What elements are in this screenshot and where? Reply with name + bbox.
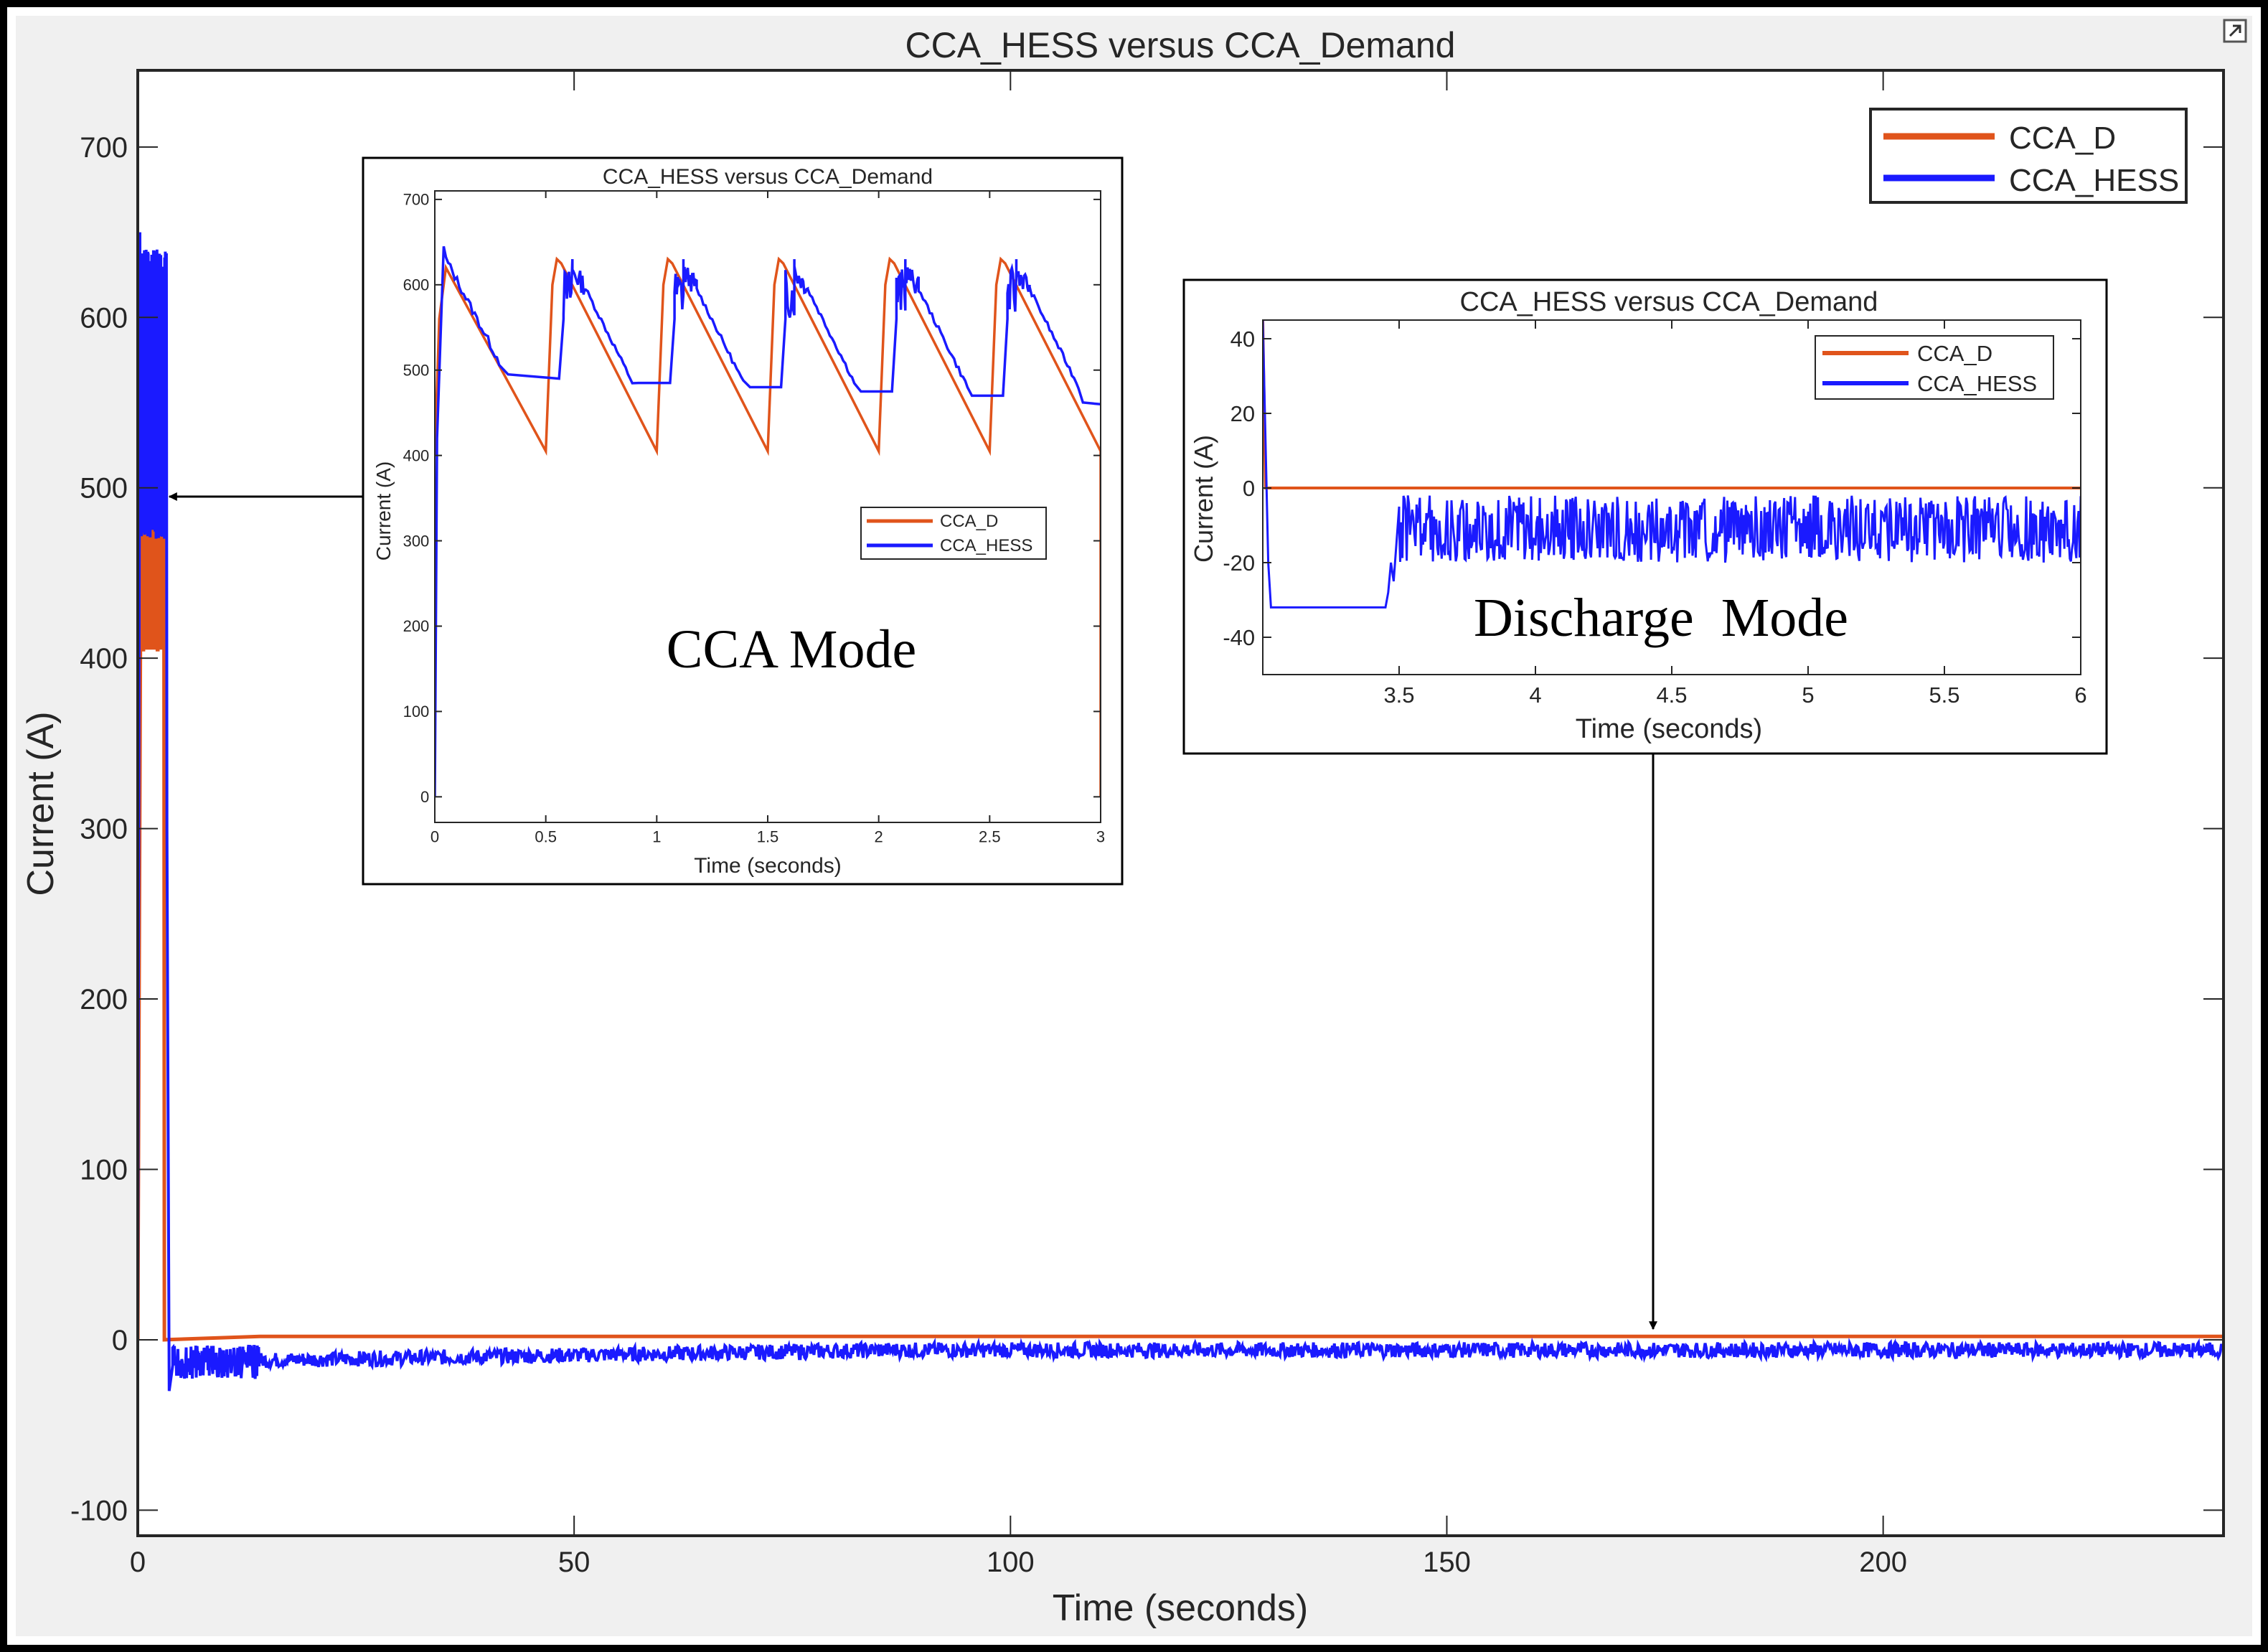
main-chart-title: CCA_HESS versus CCA_Demand xyxy=(905,25,1456,65)
inset-cca-x-tick-label: 0.5 xyxy=(535,828,557,846)
inset-discharge-y-tick-label: 0 xyxy=(1243,476,1255,501)
inset-discharge-ticks: 3.5 4 4.5 5 5.5 6 -40 -20 0 20 40 xyxy=(1223,320,2087,708)
inset-cca-series-line-cca-d xyxy=(435,256,1101,797)
main-chart-y-tick-label: 400 xyxy=(80,643,128,675)
legend-box xyxy=(1869,108,2188,204)
inset-discharge-y-tick-label: -20 xyxy=(1223,550,1255,576)
series-line-cca-d xyxy=(138,522,2224,1342)
inset-discharge-series-line-cca-hess xyxy=(1263,320,2081,609)
inset-discharge-legend-box xyxy=(1815,335,2054,400)
inset-cca-y-tick-label: 300 xyxy=(403,532,430,550)
inset-discharge-x-tick-label: 4.5 xyxy=(1656,682,1687,708)
main-chart-y-tick-label: -100 xyxy=(70,1495,128,1526)
inset-cca-y-tick-label: 400 xyxy=(403,446,430,464)
inset-discharge-x-tick-label: 5 xyxy=(1802,682,1814,708)
inset-cca-x-tick-label: 2.5 xyxy=(979,828,1001,846)
main-chart-x-tick-label: 0 xyxy=(130,1547,146,1578)
inset-discharge-x-axis-label: Time (seconds) xyxy=(1576,714,1762,744)
inset-discharge-annotation: Discharge Mode xyxy=(1474,588,1848,648)
inset-cca-y-tick-label: 600 xyxy=(403,276,430,294)
inset-cca-x-tick-label: 1 xyxy=(652,828,661,846)
inset-cca-annotation: CCA Mode xyxy=(667,619,916,680)
main-chart-x-tick-label: 100 xyxy=(987,1547,1035,1578)
main-chart-data-lines xyxy=(138,232,2224,1391)
inset-discharge-legend: CCA_D CCA_HESS xyxy=(1815,335,2054,400)
main-chart-y-tick-label: 200 xyxy=(80,984,128,1015)
inset-cca-mode: CCA_HESS versus CCA_Demand 0 0.5 1 1.5 2 2.5 3… xyxy=(362,156,1124,886)
expand-icon[interactable] xyxy=(2223,19,2247,43)
main-chart-y-tick-label: 500 xyxy=(80,473,128,504)
main-chart-legend: CCA_D CCA_HESS xyxy=(1869,108,2188,204)
main-chart-y-tick-label: 100 xyxy=(80,1155,128,1186)
main-chart-axes-box xyxy=(136,69,2225,1537)
inset-cca-legend-label-demand: CCA_D xyxy=(940,512,998,531)
main-chart-y-tick-label: 600 xyxy=(80,302,128,334)
inset-discharge-x-tick-label: 5.5 xyxy=(1929,682,1959,708)
inset-discharge-title: CCA_HESS versus CCA_Demand xyxy=(1460,287,1878,317)
main-chart-x-tick-label: 200 xyxy=(1859,1547,1907,1578)
inset-discharge-x-tick-label: 3.5 xyxy=(1383,682,1414,708)
main-chart-x-tick-label: 150 xyxy=(1423,1547,1471,1578)
legend-label-hess: CCA_HESS xyxy=(2009,163,2179,198)
inset-cca-x-tick-label: 2 xyxy=(875,828,883,846)
inset-cca-x-tick-label: 1.5 xyxy=(757,828,779,846)
main-chart-x-axis-label: Time (seconds) xyxy=(1053,1587,1308,1629)
inset-cca-x-tick-label: 0 xyxy=(430,828,439,846)
inset-discharge-x-tick-label: 4 xyxy=(1529,682,1541,708)
main-chart-x-tick-label: 50 xyxy=(558,1547,590,1578)
inset-cca-title: CCA_HESS versus CCA_Demand xyxy=(603,165,933,189)
legend-label-demand: CCA_D xyxy=(2009,121,2116,156)
inset-discharge-y-tick-label: 20 xyxy=(1231,401,1255,426)
inset-cca-legend-label-hess: CCA_HESS xyxy=(940,536,1032,555)
inset-discharge-legend-label-hess: CCA_HESS xyxy=(1917,371,2037,396)
inset-cca-y-tick-label: 700 xyxy=(403,191,430,209)
inset-cca-y-axis-label: Current (A) xyxy=(372,461,395,560)
inset-cca-y-tick-label: 500 xyxy=(403,361,430,379)
inset-discharge-y-tick-label: 40 xyxy=(1231,327,1255,352)
inset-cca-legend: CCA_D CCA_HESS xyxy=(860,507,1047,560)
inset-discharge-y-axis-label: Current (A) xyxy=(1189,435,1218,563)
inset-cca-y-tick-label: 0 xyxy=(420,788,429,806)
inset-cca-legend-box xyxy=(860,507,1047,560)
series-line-cca-hess xyxy=(138,232,2224,1391)
inset-discharge-legend-label-demand: CCA_D xyxy=(1917,341,1992,366)
main-chart-y-tick-label: 700 xyxy=(80,132,128,164)
inset-cca-y-tick-label: 200 xyxy=(403,617,430,635)
inset-discharge-mode: CCA_HESS versus CCA_Demand 3.5 4 4.5 5 5.5 6 -… xyxy=(1182,278,2108,755)
inset-cca-x-tick-label: 3 xyxy=(1096,828,1105,846)
inset-cca-ticks: 0 0.5 1 1.5 2 2.5 3 0 100 200 300 400 500 600 700 xyxy=(403,191,1106,846)
inset-discharge-y-tick-label: -40 xyxy=(1223,625,1255,650)
inset-cca-y-tick-label: 100 xyxy=(403,703,430,721)
main-chart-y-tick-label: 300 xyxy=(80,814,128,845)
inset-discharge-x-tick-label: 6 xyxy=(2074,682,2086,708)
inset-cca-data-lines xyxy=(435,245,1101,797)
main-chart-y-tick-label: 0 xyxy=(112,1325,128,1356)
inset-cca-series-line-cca-hess xyxy=(435,245,1101,797)
main-chart-y-axis-label: Current (A) xyxy=(20,711,62,896)
main-chart: CCA_HESS versus CCA_Demand 0 50 100 150 200-… xyxy=(20,25,2225,1629)
inset-cca-x-axis-label: Time (seconds) xyxy=(694,854,842,878)
